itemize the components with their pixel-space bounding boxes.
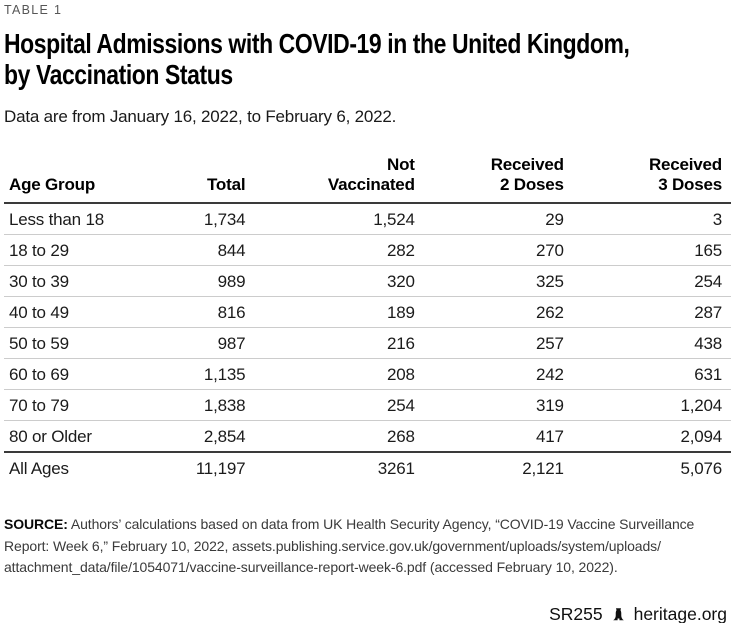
row-label-cell: All Ages — [4, 451, 135, 483]
table-row: 18 to 29 844 282 270 165 — [4, 234, 731, 266]
row-label-cell: 40 to 49 — [4, 296, 135, 328]
value-cell: 216 — [245, 327, 415, 359]
value-cell: 319 — [414, 389, 564, 421]
table-row: 80 or Older 2,854 268 417 2,094 — [4, 420, 731, 453]
value-cell: 2,094 — [563, 420, 731, 453]
footer: SR255 heritage.org — [4, 604, 730, 623]
source-note: SOURCE: Authors’ calculations based on d… — [4, 514, 730, 579]
value-cell: 320 — [245, 265, 415, 297]
value-cell: 242 — [414, 358, 564, 390]
source-label: SOURCE: — [4, 516, 68, 532]
value-cell: 816 — [134, 296, 246, 328]
value-cell: 189 — [245, 296, 415, 328]
value-cell: 287 — [563, 296, 731, 328]
col-header-received-2-doses: Received 2 Doses — [414, 153, 564, 204]
col-header-received-3-doses: Received 3 Doses — [563, 153, 731, 204]
value-cell: 208 — [245, 358, 415, 390]
report-id: SR255 — [549, 603, 603, 623]
col-header-not-vaccinated: Not Vaccinated — [245, 153, 415, 204]
value-cell: 5,076 — [563, 451, 731, 483]
value-cell: 1,135 — [134, 358, 246, 390]
footer-site: heritage.org — [633, 603, 727, 623]
col-header-total: Total — [134, 153, 246, 204]
value-cell: 631 — [563, 358, 731, 390]
row-label-cell: 60 to 69 — [4, 358, 135, 390]
row-label-cell: 70 to 79 — [4, 389, 135, 421]
value-cell: 165 — [563, 234, 731, 266]
value-cell: 257 — [414, 327, 564, 359]
row-label-cell: Less than 18 — [4, 203, 135, 235]
table-row: 50 to 59 987 216 257 438 — [4, 327, 731, 359]
value-cell: 29 — [414, 203, 564, 235]
value-cell: 987 — [134, 327, 246, 359]
value-cell: 254 — [245, 389, 415, 421]
value-cell: 1,838 — [134, 389, 246, 421]
table-header-row: Age Group Total Not Vaccinated Received … — [4, 153, 731, 204]
value-cell: 11,197 — [134, 451, 246, 483]
table-row: 70 to 79 1,838 254 319 1,204 — [4, 389, 731, 421]
table-row: 60 to 69 1,135 208 242 631 — [4, 358, 731, 390]
admissions-table: Age Group Total Not Vaccinated Received … — [4, 153, 731, 483]
source-text: Authors’ calculations based on data from… — [4, 516, 695, 576]
value-cell: 325 — [414, 265, 564, 297]
liberty-bell-icon — [610, 606, 627, 623]
value-cell: 417 — [414, 420, 564, 453]
table-total-row: All Ages 11,197 3261 2,121 5,076 — [4, 451, 731, 483]
col-header-age-group: Age Group — [4, 153, 135, 204]
value-cell: 1,524 — [245, 203, 415, 235]
table-row: 30 to 39 989 320 325 254 — [4, 265, 731, 297]
page-title: Hospital Admissions with COVID-19 in the… — [4, 28, 630, 90]
table-kicker: TABLE 1 — [4, 3, 63, 17]
value-cell: 262 — [414, 296, 564, 328]
value-cell: 844 — [134, 234, 246, 266]
row-label-cell: 18 to 29 — [4, 234, 135, 266]
value-cell: 2,854 — [134, 420, 246, 453]
table-row: Less than 18 1,734 1,524 29 3 — [4, 203, 731, 235]
value-cell: 3261 — [245, 451, 415, 483]
value-cell: 2,121 — [414, 451, 564, 483]
row-label-cell: 50 to 59 — [4, 327, 135, 359]
value-cell: 254 — [563, 265, 731, 297]
table-row: 40 to 49 816 189 262 287 — [4, 296, 731, 328]
value-cell: 989 — [134, 265, 246, 297]
row-label-cell: 80 or Older — [4, 420, 135, 453]
value-cell: 268 — [245, 420, 415, 453]
row-label-cell: 30 to 39 — [4, 265, 135, 297]
value-cell: 270 — [414, 234, 564, 266]
value-cell: 1,734 — [134, 203, 246, 235]
value-cell: 1,204 — [563, 389, 731, 421]
table-body: Less than 18 1,734 1,524 29 3 18 to 29 844 282 2… — [4, 203, 731, 483]
value-cell: 3 — [563, 203, 731, 235]
value-cell: 282 — [245, 234, 415, 266]
value-cell: 438 — [563, 327, 731, 359]
page-subtitle: Data are from January 16, 2022, to Febru… — [4, 107, 397, 126]
